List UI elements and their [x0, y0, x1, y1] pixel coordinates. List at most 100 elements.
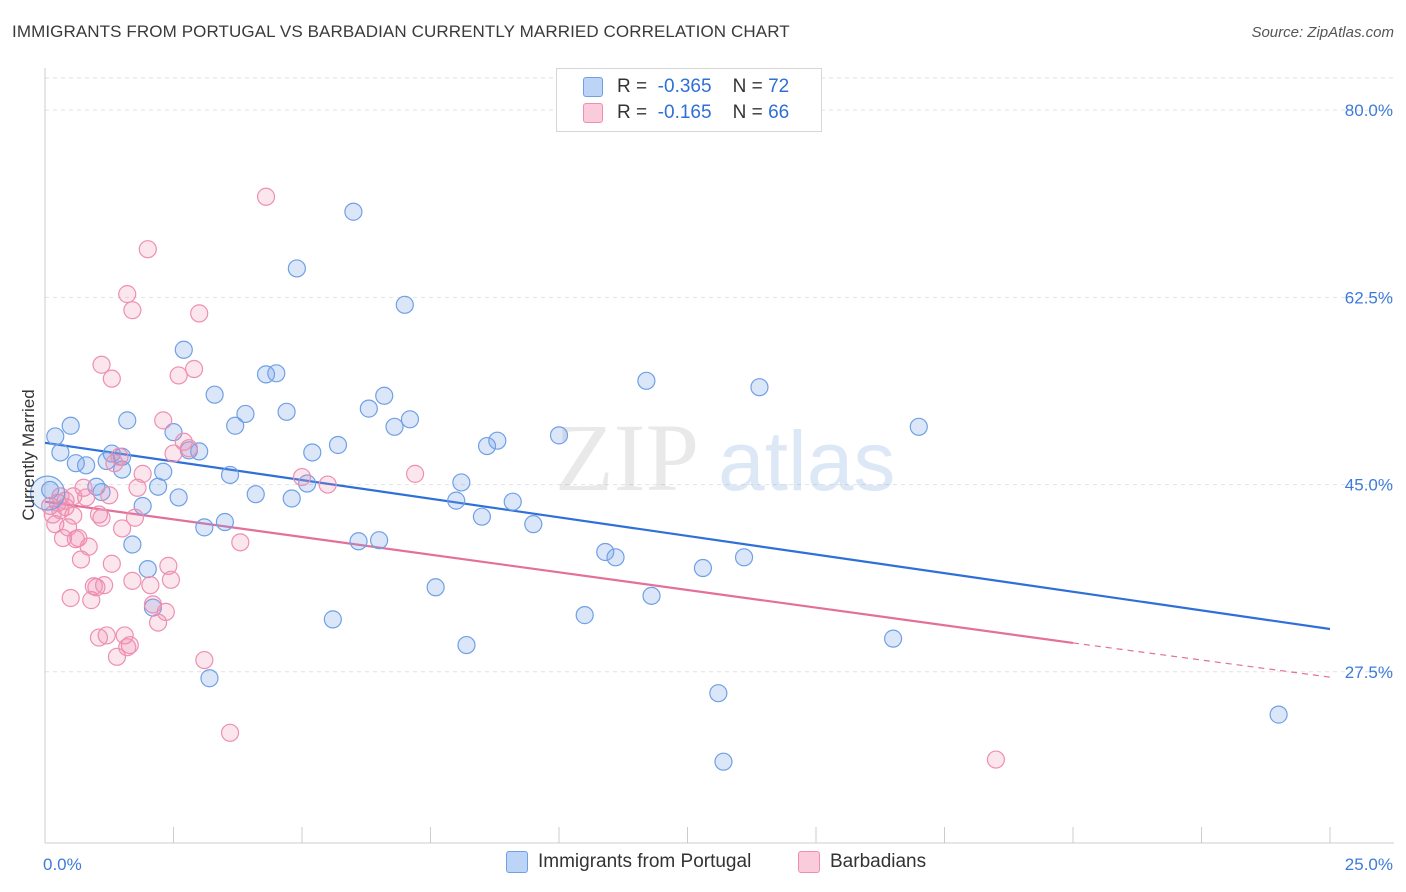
- legend-item-barbadians: Barbadians: [798, 851, 926, 873]
- point-portugal: [282, 489, 301, 508]
- point-portugal: [472, 507, 491, 526]
- point-portugal: [46, 427, 65, 446]
- point-portugal: [596, 542, 615, 562]
- point-portugal: [750, 378, 769, 397]
- point-barbadian: [195, 650, 214, 670]
- point-portugal: [246, 485, 265, 504]
- point-portugal: [637, 371, 656, 390]
- point-portugal: [370, 531, 389, 550]
- point-portugal: [328, 435, 348, 455]
- point-portugal: [457, 635, 476, 655]
- legend-swatch-blue: [506, 851, 528, 873]
- point-barbadian: [92, 508, 111, 527]
- point-portugal: [734, 548, 754, 567]
- point-barbadian: [69, 528, 88, 548]
- point-portugal: [359, 399, 378, 418]
- point-portugal: [714, 752, 733, 771]
- legend-swatch-pink: [583, 103, 603, 123]
- data-points: [29, 187, 1288, 771]
- stats-legend: R = -0.365 N = 72 R = -0.165 N = 66: [556, 68, 822, 132]
- point-barbadian: [220, 723, 240, 742]
- legend-label: Barbadians: [830, 851, 927, 872]
- x-tick-label: 0.0%: [43, 855, 82, 874]
- axes: [44, 68, 1394, 844]
- point-barbadian: [154, 411, 173, 430]
- point-portugal: [169, 488, 188, 507]
- point-barbadian: [190, 304, 209, 323]
- point-portugal: [61, 416, 80, 435]
- point-barbadian: [133, 464, 152, 483]
- point-portugal: [123, 535, 142, 554]
- point-barbadian: [123, 571, 142, 590]
- watermark-zip: ZIP: [555, 404, 699, 511]
- point-barbadian: [256, 187, 276, 206]
- point-barbadian: [128, 478, 147, 497]
- point-portugal: [575, 606, 594, 625]
- legend-n-label: N =: [732, 76, 763, 97]
- x-tick-label: 25.0%: [1345, 855, 1393, 874]
- point-barbadian: [92, 355, 111, 374]
- point-portugal: [606, 548, 625, 567]
- point-barbadian: [120, 635, 139, 655]
- legend-n-value: 72: [768, 76, 790, 97]
- point-portugal: [524, 515, 543, 534]
- point-barbadian: [77, 488, 96, 507]
- y-tick-label: 80.0%: [1345, 101, 1393, 120]
- point-barbadian: [125, 508, 145, 527]
- point-barbadian: [318, 475, 337, 494]
- point-barbadian: [184, 359, 204, 379]
- point-portugal: [909, 417, 928, 436]
- y-tick-label: 45.0%: [1345, 476, 1393, 495]
- point-portugal: [190, 442, 209, 461]
- point-portugal: [215, 512, 234, 532]
- point-portugal: [277, 402, 296, 421]
- point-portugal: [447, 491, 466, 510]
- legend-r-label: R =: [617, 76, 648, 97]
- point-barbadian: [89, 628, 109, 647]
- point-barbadian: [89, 505, 109, 524]
- point-portugal: [395, 295, 414, 314]
- point-barbadian: [159, 556, 178, 575]
- point-portugal: [323, 610, 342, 629]
- trend-line-barbadians: [44, 500, 1074, 645]
- point-portugal: [400, 410, 420, 429]
- point-portugal: [883, 629, 903, 648]
- legend-row-barbadians: R = -0.165 N = 66: [583, 101, 789, 125]
- legend-n-value: 66: [768, 102, 790, 123]
- point-barbadian: [986, 750, 1006, 769]
- point-portugal: [693, 558, 713, 578]
- grid-lines: [45, 77, 1394, 673]
- point-portugal: [503, 492, 522, 511]
- point-barbadian: [102, 369, 121, 388]
- legend-swatch-pink: [798, 851, 820, 873]
- point-portugal: [267, 364, 286, 383]
- legend-r-label: R =: [617, 102, 648, 123]
- point-portugal: [77, 456, 96, 475]
- watermark: ZIP atlas: [555, 404, 895, 511]
- point-barbadian: [84, 577, 103, 596]
- point-portugal: [195, 518, 214, 537]
- point-portugal: [220, 465, 240, 485]
- point-portugal: [349, 532, 368, 551]
- point-portugal: [205, 385, 224, 404]
- point-portugal: [452, 473, 471, 492]
- legend-row-portugal: R = -0.365 N = 72: [583, 75, 789, 99]
- point-barbadian: [161, 570, 181, 589]
- point-barbadian: [169, 366, 188, 385]
- point-portugal: [549, 426, 569, 445]
- point-portugal: [226, 416, 245, 435]
- legend-swatch-blue: [583, 77, 603, 97]
- point-barbadian: [102, 554, 121, 573]
- point-barbadian: [53, 528, 73, 548]
- point-barbadian: [110, 447, 129, 466]
- point-barbadian: [61, 588, 80, 608]
- point-barbadian: [292, 467, 312, 487]
- point-barbadian: [123, 301, 142, 320]
- chart-title: IMMIGRANTS FROM PORTUGAL VS BARBADIAN CU…: [12, 22, 790, 41]
- series-legend: Immigrants from Portugal Barbadians: [0, 851, 1406, 877]
- legend-label: Immigrants from Portugal: [538, 851, 752, 872]
- point-barbadian: [115, 626, 134, 645]
- point-barbadian: [118, 285, 137, 304]
- point-portugal: [287, 259, 306, 278]
